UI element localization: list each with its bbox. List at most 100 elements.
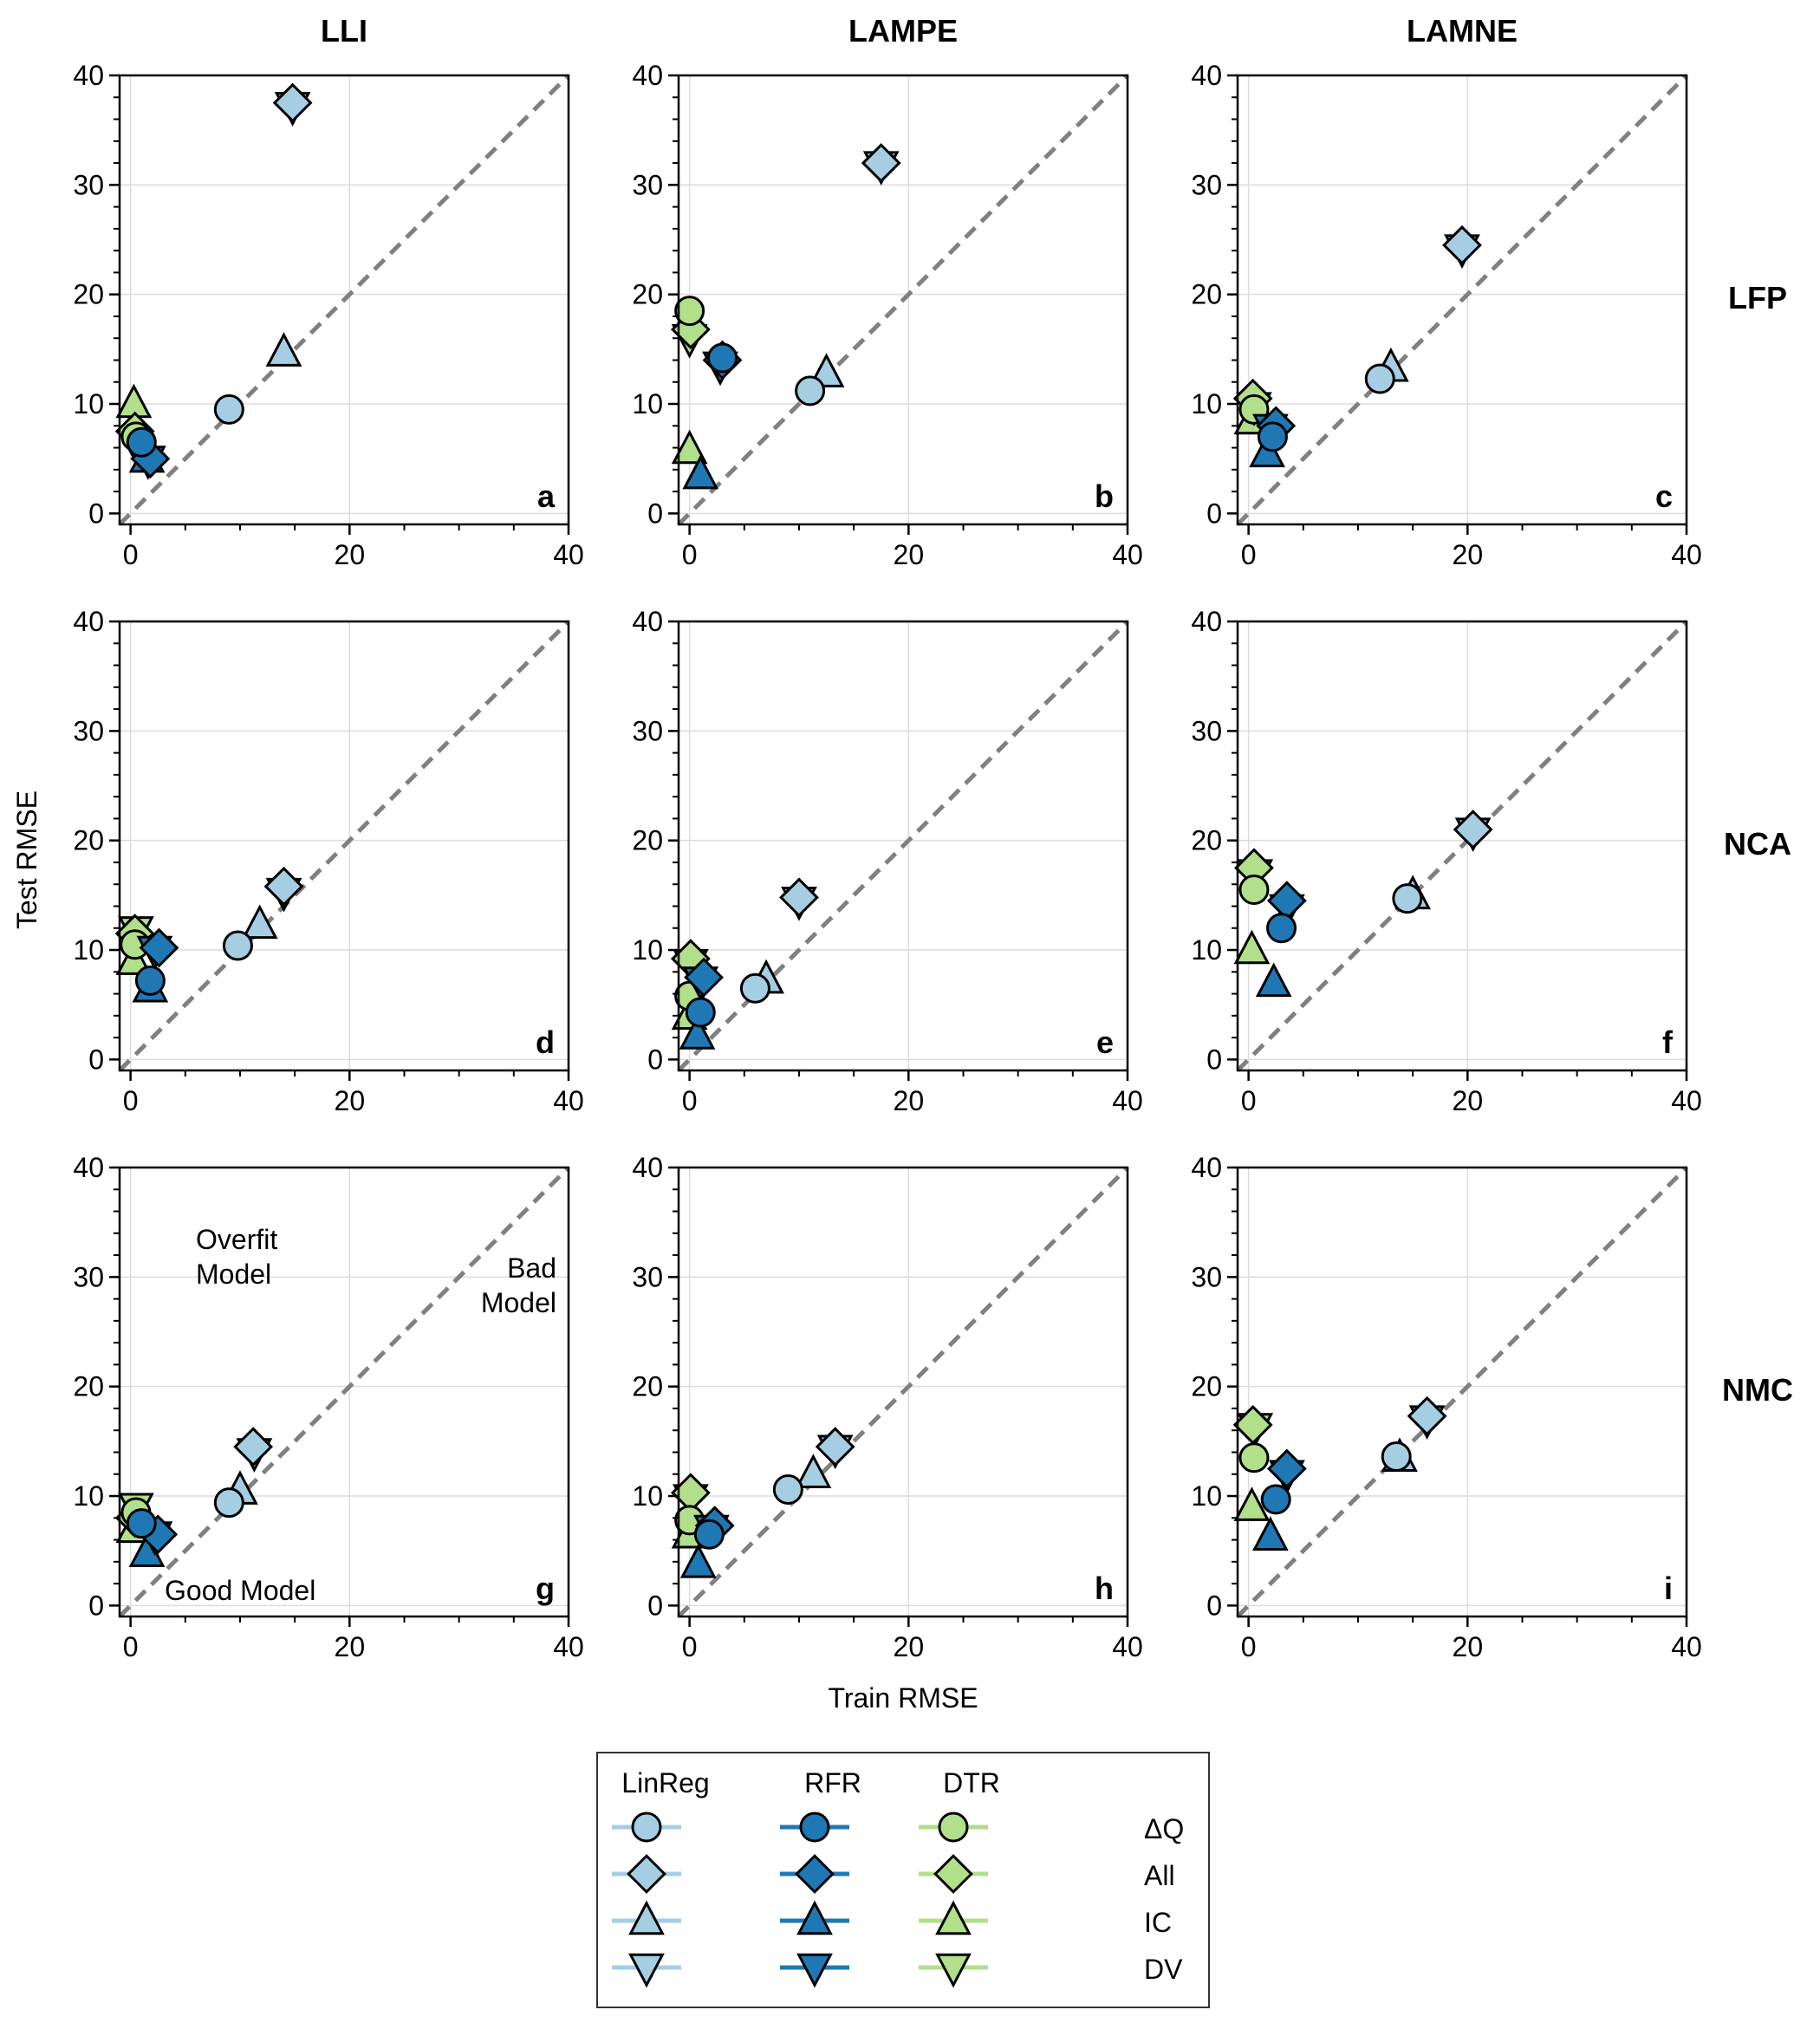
point-rfr-dq [1266,913,1297,944]
panel-i: 0 20 40 0 10 20 30 40 i [1191,1152,1701,1662]
y-tick-label: 30 [632,1261,663,1292]
y-tick-label: 0 [1206,1044,1222,1075]
axes-frame [677,620,1129,1072]
x-tick-label: 20 [1453,1085,1484,1116]
y-tick-label: 20 [73,1371,104,1402]
x-tick-label: 0 [123,1085,139,1116]
panel-c: 0 20 40 0 10 20 30 40 c [1191,60,1701,570]
x-tick-label: 20 [894,539,925,570]
point-dtr-ic [1233,929,1271,965]
annotation-overfit-line1: Overfit [196,1224,277,1255]
legend-model-linreg: LinReg [621,1767,709,1799]
point-linreg-dq [1364,363,1395,394]
point-rfr-dq [126,426,157,458]
panel-label-d: d [536,1025,555,1060]
y-axis-label: Test RMSE [11,790,42,929]
y-tick-label: 20 [632,1371,663,1402]
point-linreg-dq [739,972,770,1004]
legend-marker-rfr-dv [796,1953,833,1988]
y-tick-label: 40 [632,1152,663,1183]
y-tick-label: 40 [73,60,104,91]
panel-g: 0 20 40 0 10 20 30 40 g [73,1152,583,1662]
point-rfr-ic [1255,962,1292,998]
legend-feature-dq: ΔQ [1144,1813,1184,1844]
legend-marker-linreg-all [627,1854,666,1894]
x-tick-label: 20 [1453,1631,1484,1662]
panel-label-e: e [1096,1025,1114,1060]
legend-marker-linreg-dv [628,1953,665,1988]
point-rfr-dq [134,965,166,996]
y-tick-label: 0 [88,1590,104,1621]
point-rfr-dq [126,1508,157,1539]
diagonal-reference-line [1236,74,1688,526]
x-axis-label: Train RMSE [828,1682,978,1714]
point-linreg-dq [1381,1441,1412,1473]
diagonal-reference-line [677,620,1129,1072]
panel-label-i: i [1664,1571,1673,1606]
point-rfr-dq [1257,421,1288,452]
point-linreg-all [1407,1395,1447,1436]
point-linreg-dq [795,375,826,407]
diagonal-reference-line [677,1166,1129,1618]
point-linreg-dq [213,1487,244,1519]
y-tick-label: 20 [1191,1371,1222,1402]
point-dtr-all [1232,1404,1273,1445]
point-linreg-all [233,1427,274,1467]
legend-feature-all: All [1144,1860,1175,1891]
point-rfr-dq [707,342,738,374]
y-tick-label: 10 [73,388,104,420]
x-tick-label: 0 [1241,1631,1257,1662]
y-tick-label: 30 [1191,169,1222,200]
axes-frame [118,74,570,526]
row-title-lfp: LFP [1728,280,1787,315]
legend-model-rfr: RFR [804,1767,861,1799]
panel-label-f: f [1662,1025,1674,1060]
y-tick-label: 10 [632,1480,663,1512]
y-tick-label: 0 [88,1044,104,1075]
point-linreg-dq [213,394,244,425]
point-rfr-all [139,927,179,968]
axes-frame [1236,620,1688,1072]
point-dtr-ic [1233,1486,1271,1521]
y-tick-label: 40 [1191,60,1222,91]
point-linreg-all [815,1427,855,1467]
y-tick-label: 10 [73,934,104,966]
y-tick-label: 30 [632,715,663,746]
point-rfr-all [1266,881,1307,921]
point-rfr-dq [693,1519,725,1550]
x-tick-label: 40 [1671,1085,1702,1116]
x-tick-label: 20 [894,1631,925,1662]
point-linreg-dq [772,1473,803,1505]
legend-marker-rfr-all [795,1854,835,1894]
x-tick-label: 20 [1453,539,1484,570]
row-title-nca: NCA [1724,826,1791,862]
legend: LinReg RFR DTR ΔQ All IC DV [596,1752,1210,2008]
point-dtr-ic [671,429,708,465]
x-tick-label: 0 [682,1085,698,1116]
x-tick-label: 40 [553,539,584,570]
column-title-lli: LLI [321,13,367,49]
x-tick-label: 40 [1112,539,1143,570]
point-rfr-ic [679,1543,717,1578]
x-tick-label: 20 [335,1085,366,1116]
point-linreg-all [1453,810,1493,849]
y-tick-label: 0 [647,1044,663,1075]
point-rfr-all [684,957,724,998]
x-tick-label: 20 [335,1631,366,1662]
point-linreg-ic [265,332,302,367]
axes-frame [1236,1166,1688,1618]
y-tick-label: 30 [73,715,104,746]
y-tick-label: 20 [73,825,104,856]
x-tick-label: 40 [553,1085,584,1116]
x-tick-label: 20 [894,1085,925,1116]
annotation-bad-line1: Bad [507,1252,556,1284]
x-tick-label: 0 [1241,1085,1257,1116]
annotation-bad-line2: Model [481,1287,556,1318]
x-tick-label: 40 [1112,1631,1143,1662]
y-tick-label: 30 [1191,715,1222,746]
x-tick-label: 40 [1112,1085,1143,1116]
point-rfr-ic [679,1015,716,1050]
y-tick-label: 40 [73,606,104,637]
